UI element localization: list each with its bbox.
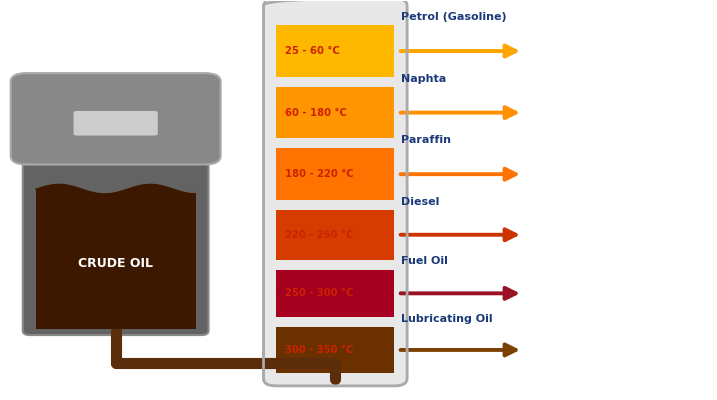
Text: 300 - 350 °C: 300 - 350 °C xyxy=(285,345,353,355)
Text: 220 - 250 °C: 220 - 250 °C xyxy=(285,230,353,240)
Bar xyxy=(276,148,394,200)
Text: 250 - 300 °C: 250 - 300 °C xyxy=(285,288,353,298)
FancyBboxPatch shape xyxy=(23,150,209,335)
Bar xyxy=(36,187,196,329)
Text: Lubricating Oil: Lubricating Oil xyxy=(402,314,493,324)
Text: Naphta: Naphta xyxy=(402,74,447,84)
Bar xyxy=(276,327,394,373)
Text: Fuel Oil: Fuel Oil xyxy=(402,256,448,266)
Bar xyxy=(276,210,394,260)
Bar xyxy=(276,270,394,317)
FancyBboxPatch shape xyxy=(11,73,221,164)
Text: Petrol (Gasoline): Petrol (Gasoline) xyxy=(402,12,507,22)
Bar xyxy=(276,87,394,138)
Text: 25 - 60 °C: 25 - 60 °C xyxy=(285,46,340,56)
Text: Diesel: Diesel xyxy=(402,197,440,207)
FancyBboxPatch shape xyxy=(74,111,158,136)
Text: 180 - 220 °C: 180 - 220 °C xyxy=(285,169,353,179)
FancyBboxPatch shape xyxy=(264,0,407,386)
Text: 60 - 180 °C: 60 - 180 °C xyxy=(285,108,347,118)
Bar xyxy=(276,25,394,77)
Text: CRUDE OIL: CRUDE OIL xyxy=(78,257,153,270)
Text: Paraffin: Paraffin xyxy=(402,135,452,145)
